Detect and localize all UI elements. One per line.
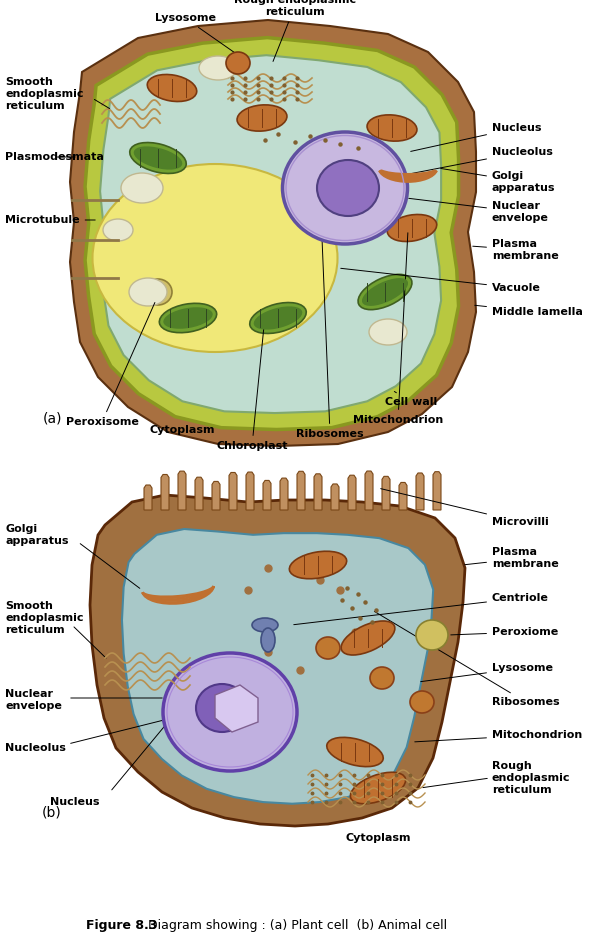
Text: Lysosome: Lysosome (155, 13, 236, 53)
Text: Peroxiome: Peroxiome (451, 627, 558, 637)
Polygon shape (195, 477, 203, 510)
Text: Rough endoplasmic
reticulum: Rough endoplasmic reticulum (234, 0, 356, 62)
Polygon shape (331, 484, 339, 510)
Text: Mitochondrion: Mitochondrion (415, 730, 582, 742)
Polygon shape (229, 472, 237, 510)
Text: Microtubule: Microtubule (5, 215, 95, 225)
Polygon shape (144, 485, 152, 510)
Text: Diagram showing : (a) Plant cell  (b) Animal cell: Diagram showing : (a) Plant cell (b) Ani… (148, 920, 447, 933)
Ellipse shape (367, 115, 417, 142)
Text: Plasma
membrane: Plasma membrane (465, 547, 559, 569)
Text: Microvilli: Microvilli (381, 488, 549, 527)
Text: Vacuole: Vacuole (341, 268, 541, 293)
Text: (b): (b) (42, 805, 62, 819)
Ellipse shape (93, 164, 338, 352)
Text: Nucleus: Nucleus (50, 797, 99, 807)
Ellipse shape (369, 319, 407, 345)
Ellipse shape (317, 160, 379, 216)
Polygon shape (161, 474, 169, 510)
Polygon shape (416, 473, 424, 510)
Text: Peroxisome: Peroxisome (66, 302, 155, 427)
Text: Figure 8.3: Figure 8.3 (86, 920, 157, 933)
Text: Mitochondrion: Mitochondrion (353, 233, 443, 425)
Polygon shape (85, 38, 459, 429)
Polygon shape (280, 478, 288, 510)
Polygon shape (433, 472, 441, 510)
Ellipse shape (130, 142, 186, 174)
Text: Ribosomes: Ribosomes (296, 142, 364, 439)
Ellipse shape (289, 551, 347, 579)
Ellipse shape (134, 146, 182, 170)
Ellipse shape (410, 691, 434, 713)
Text: Cytoplasm: Cytoplasm (149, 425, 215, 435)
Ellipse shape (358, 275, 412, 310)
Ellipse shape (160, 303, 217, 332)
Text: Smooth
endoplasmic
reticulum: Smooth endoplasmic reticulum (5, 77, 84, 110)
Text: Nucleus: Nucleus (411, 123, 542, 151)
Ellipse shape (387, 215, 437, 241)
Polygon shape (365, 471, 373, 510)
Polygon shape (297, 471, 305, 510)
Ellipse shape (416, 620, 448, 650)
Polygon shape (212, 482, 220, 510)
Polygon shape (178, 471, 186, 510)
Polygon shape (215, 685, 258, 732)
Ellipse shape (163, 307, 212, 329)
Ellipse shape (103, 219, 133, 241)
Text: Smooth
endoplasmic
reticulum: Smooth endoplasmic reticulum (5, 601, 84, 635)
Ellipse shape (196, 684, 248, 732)
Polygon shape (122, 529, 433, 804)
Ellipse shape (261, 628, 275, 652)
Text: Golgi
apparatus: Golgi apparatus (441, 168, 556, 193)
Text: Rough
endoplasmic
reticulum: Rough endoplasmic reticulum (492, 761, 570, 794)
Text: Ribosomes: Ribosomes (375, 612, 559, 707)
Text: Chloroplast: Chloroplast (216, 319, 288, 451)
Polygon shape (246, 472, 254, 510)
Ellipse shape (121, 173, 163, 203)
Ellipse shape (282, 132, 408, 244)
Ellipse shape (359, 173, 401, 203)
Text: Nucleolus: Nucleolus (381, 147, 553, 180)
Text: Cytoplasm: Cytoplasm (345, 833, 411, 843)
Ellipse shape (362, 278, 408, 306)
Text: (a): (a) (42, 411, 62, 425)
Ellipse shape (316, 637, 340, 659)
Text: Plasmodesmata: Plasmodesmata (5, 152, 104, 162)
Text: Golgi
apparatus: Golgi apparatus (5, 524, 69, 546)
Ellipse shape (341, 621, 395, 655)
Ellipse shape (144, 279, 172, 305)
Ellipse shape (147, 74, 196, 102)
Ellipse shape (254, 306, 302, 330)
Polygon shape (90, 495, 465, 826)
Text: Nuclear
envelope: Nuclear envelope (409, 199, 549, 223)
Ellipse shape (226, 52, 250, 74)
Ellipse shape (199, 56, 237, 80)
Polygon shape (399, 483, 407, 510)
Ellipse shape (237, 104, 287, 131)
Polygon shape (382, 476, 390, 510)
Ellipse shape (351, 772, 406, 804)
Polygon shape (100, 55, 441, 413)
Ellipse shape (370, 667, 394, 689)
Ellipse shape (129, 278, 167, 306)
Text: Lysosome: Lysosome (421, 663, 553, 682)
Text: Cell wall: Cell wall (385, 391, 437, 407)
Polygon shape (70, 20, 476, 446)
Text: Nucleolus: Nucleolus (5, 743, 66, 753)
Ellipse shape (327, 737, 383, 767)
Text: Plasma
membrane: Plasma membrane (473, 239, 559, 261)
Ellipse shape (252, 618, 278, 632)
Polygon shape (263, 481, 271, 510)
Text: Centriole: Centriole (293, 593, 549, 625)
Polygon shape (314, 474, 322, 510)
Ellipse shape (163, 653, 297, 771)
Text: Middle lamella: Middle lamella (475, 305, 583, 317)
Text: Nuclear
envelope: Nuclear envelope (5, 689, 62, 711)
Polygon shape (348, 475, 356, 510)
Ellipse shape (250, 302, 306, 333)
